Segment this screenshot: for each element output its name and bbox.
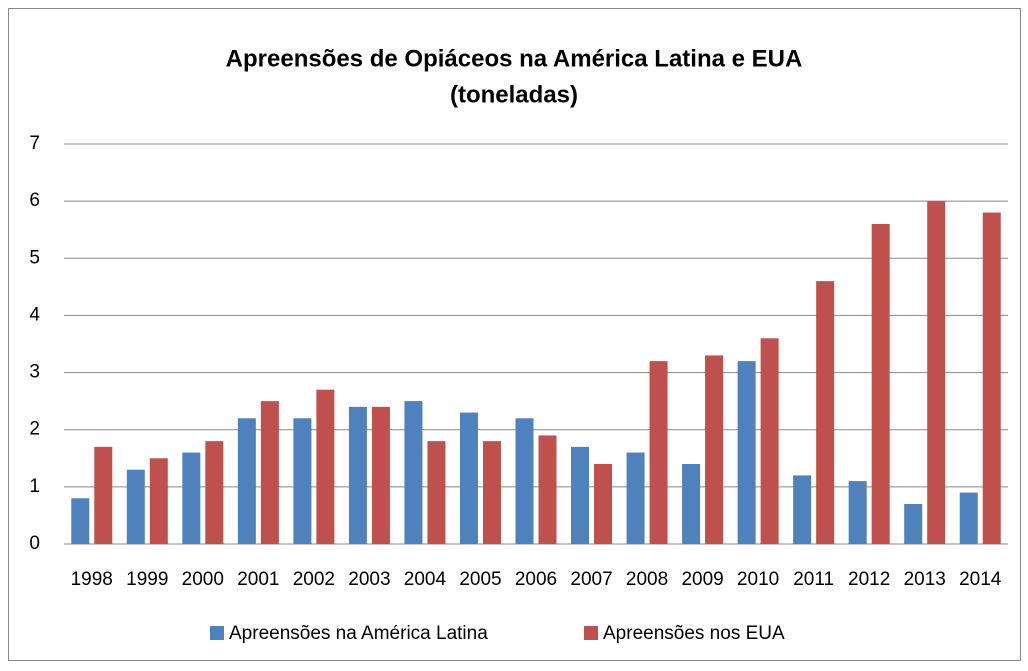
- bar: [904, 504, 923, 544]
- x-tick-label: 2008: [626, 569, 668, 590]
- bar: [293, 418, 312, 544]
- x-tick-label: 1998: [71, 569, 113, 590]
- bar: [682, 464, 701, 544]
- bar: [793, 475, 812, 544]
- legend-label: Apreensões nos EUA: [603, 623, 785, 644]
- chart-frame: [8, 8, 1021, 661]
- bar: [571, 446, 590, 544]
- bar: [182, 452, 201, 544]
- bar: [959, 492, 978, 544]
- x-tick-label: 2006: [515, 569, 557, 590]
- bar: [237, 418, 256, 544]
- x-tick-label: 1999: [126, 569, 168, 590]
- bar: [816, 281, 835, 544]
- x-tick-label: 2014: [959, 569, 1002, 590]
- y-tick-label: 2: [29, 419, 40, 440]
- bar: [427, 441, 446, 544]
- x-tick-label: 2000: [182, 569, 224, 590]
- legend-label: Apreensões na América Latina: [229, 623, 488, 644]
- bar: [649, 361, 668, 544]
- y-tick-label: 0: [29, 533, 40, 554]
- bar: [260, 401, 279, 544]
- bar: [459, 412, 478, 544]
- bar: [205, 441, 224, 544]
- bar: [348, 406, 367, 544]
- legend-swatch: [210, 626, 224, 640]
- bar: [71, 498, 90, 544]
- y-tick-label: 7: [29, 133, 40, 154]
- x-tick-label: 2004: [404, 569, 447, 590]
- bar: [737, 361, 756, 544]
- x-tick-label: 2002: [293, 569, 335, 590]
- bar: [871, 224, 890, 544]
- chart-title: (toneladas): [450, 81, 578, 108]
- x-tick-label: 2013: [904, 569, 946, 590]
- y-tick-label: 3: [29, 362, 40, 383]
- bar: [626, 452, 645, 544]
- x-tick-label: 2001: [237, 569, 279, 590]
- chart-title: Apreensões de Opiáceos na América Latina…: [226, 45, 803, 72]
- bar: [538, 435, 557, 544]
- bar: [515, 418, 534, 544]
- bar: [705, 355, 724, 544]
- bar: [848, 481, 867, 544]
- bar: [482, 441, 501, 544]
- x-tick-label: 2005: [459, 569, 501, 590]
- bar: [404, 401, 423, 544]
- x-tick-label: 2012: [848, 569, 890, 590]
- y-tick-label: 1: [29, 476, 40, 497]
- x-tick-label: 2011: [793, 569, 834, 590]
- x-tick-label: 2009: [681, 569, 723, 590]
- y-tick-label: 4: [29, 304, 40, 325]
- bar: [594, 464, 613, 544]
- bar: [94, 446, 113, 544]
- x-tick-label: 2010: [737, 569, 779, 590]
- x-tick-label: 2003: [348, 569, 390, 590]
- bar: [927, 201, 946, 544]
- bar: [760, 338, 779, 544]
- x-tick-label: 2007: [570, 569, 612, 590]
- bar: [126, 469, 145, 544]
- bar: [371, 406, 390, 544]
- bar: [316, 389, 335, 544]
- bar: [149, 458, 168, 544]
- bar: [982, 212, 1001, 545]
- y-tick-label: 5: [29, 247, 40, 268]
- legend-swatch: [584, 626, 598, 640]
- y-tick-label: 6: [29, 190, 40, 211]
